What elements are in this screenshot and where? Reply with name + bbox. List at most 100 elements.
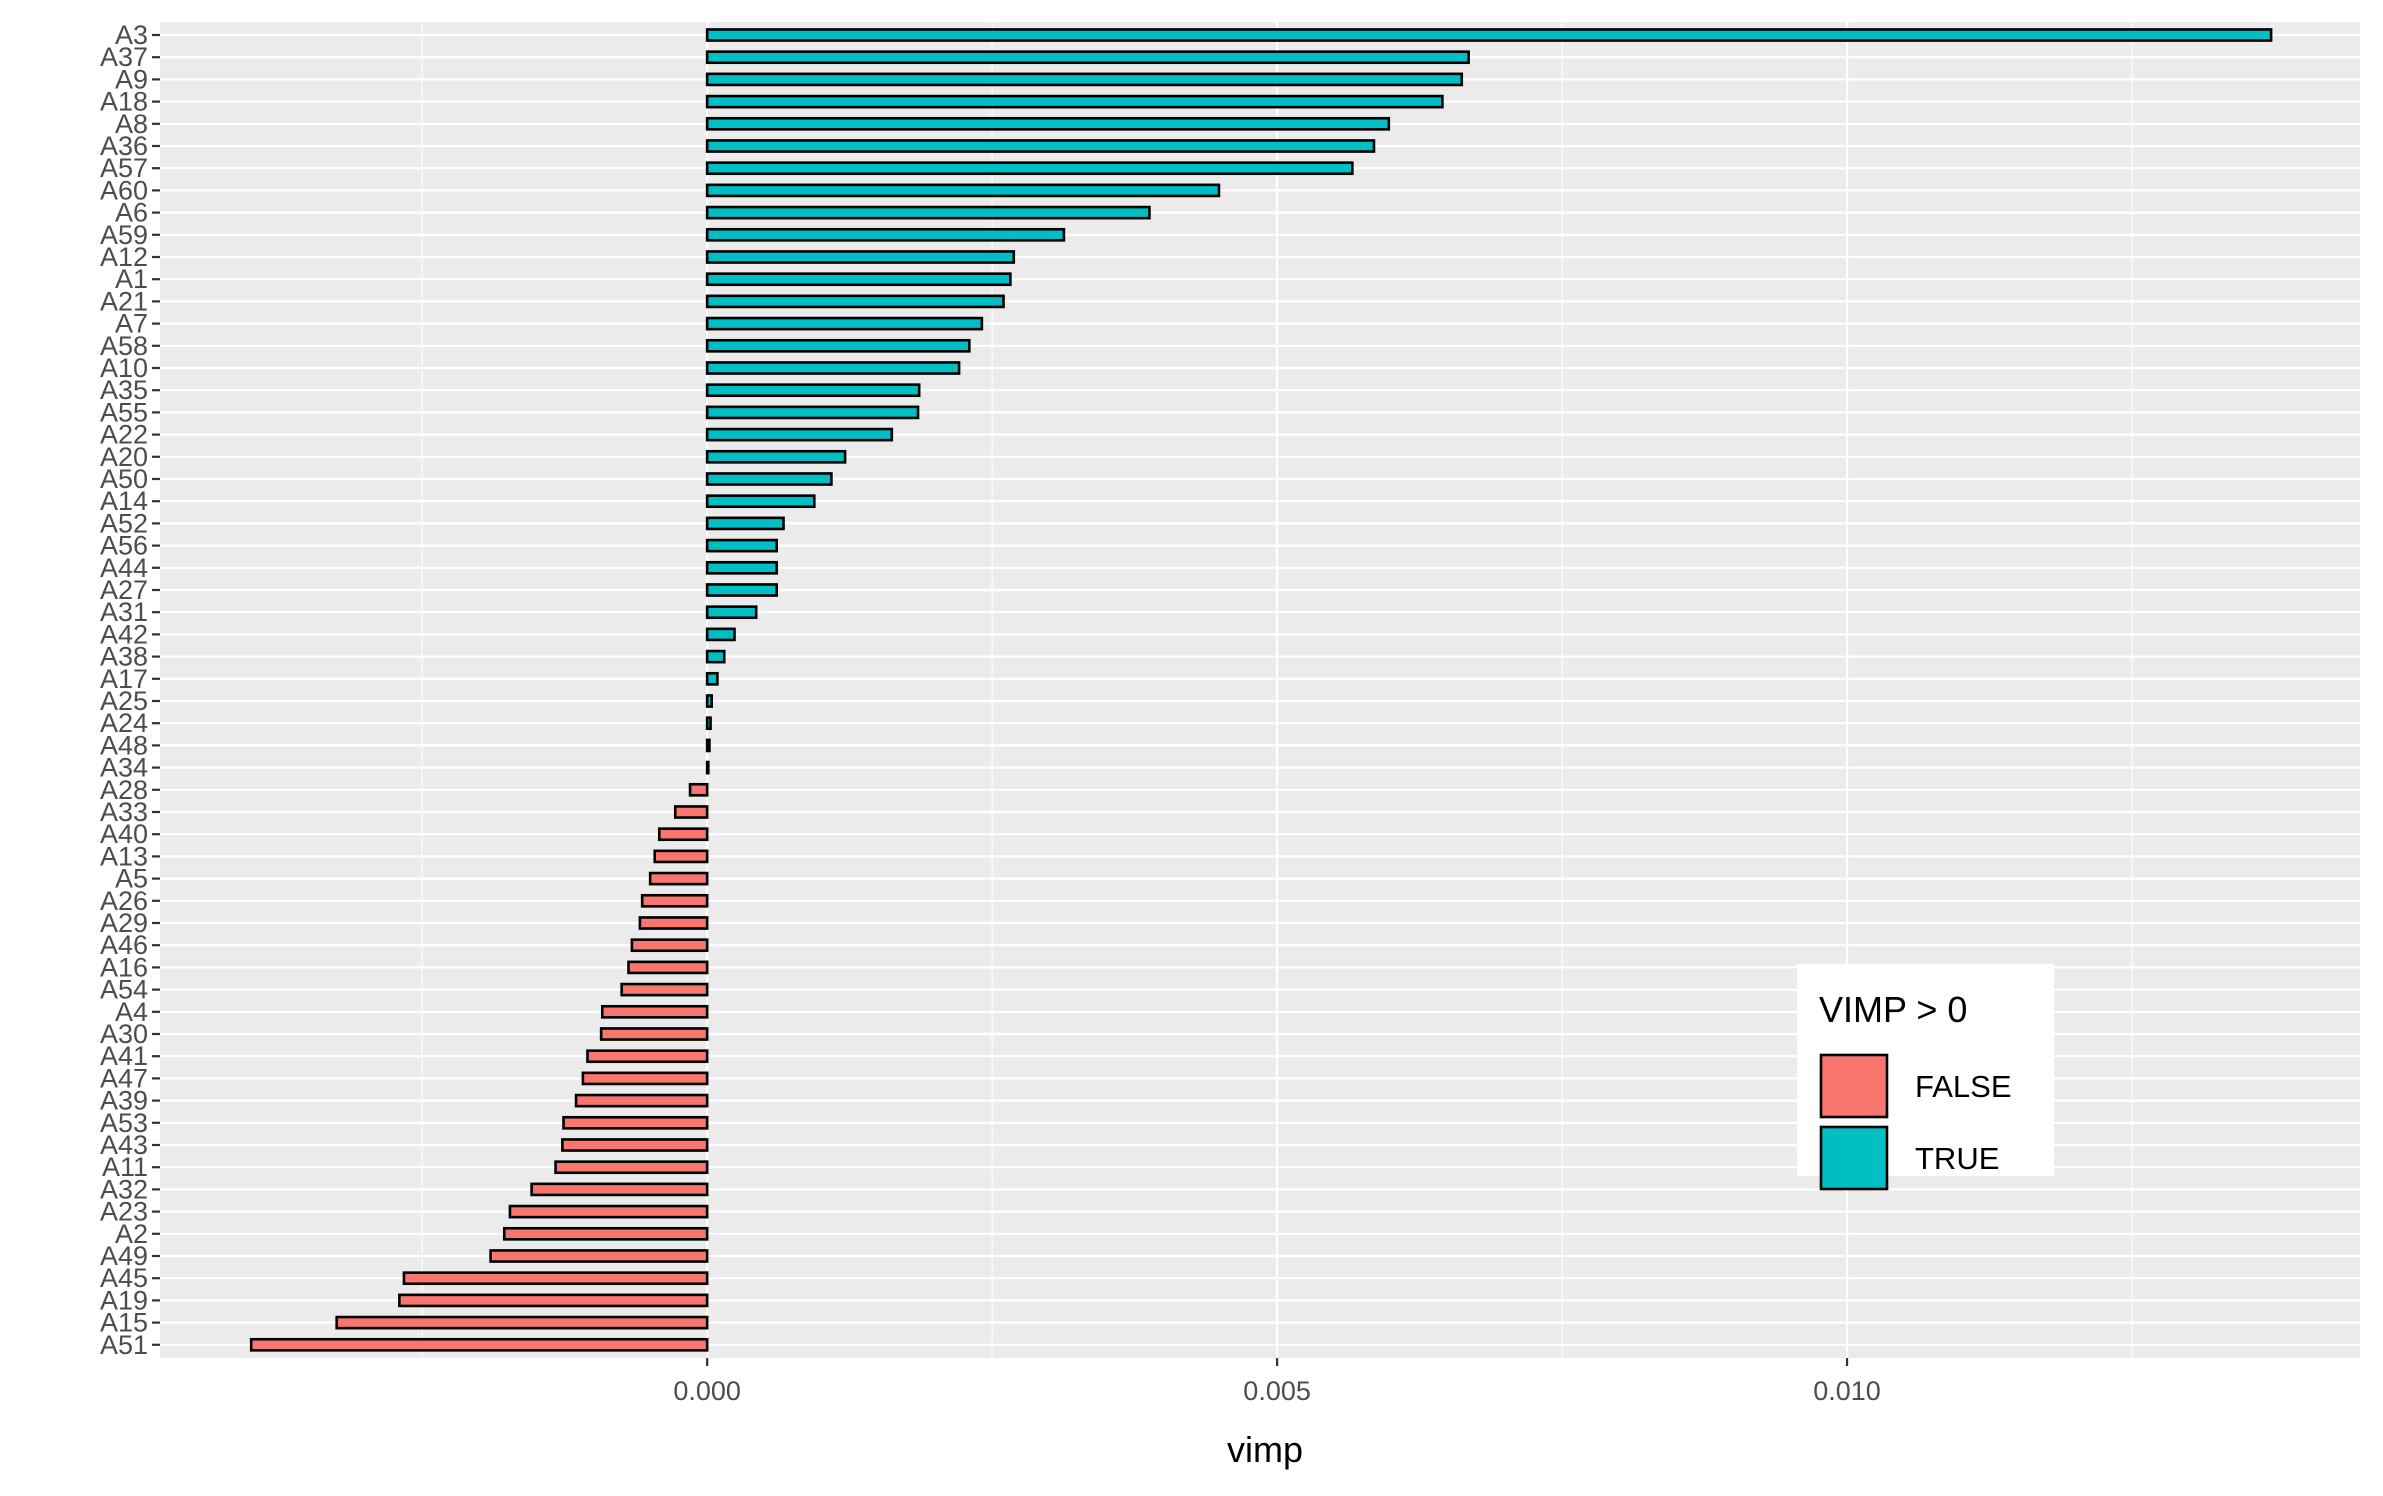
bar-A55 [705,405,920,420]
bar-A59 [705,227,1066,242]
bar-A17 [705,671,719,686]
y-tick-label: A32 [100,1174,148,1204]
bar-A41 [586,1049,709,1064]
bar-A35 [705,383,921,398]
bar-A31 [705,605,758,620]
bar-A51 [249,1337,709,1352]
bar-A30 [599,1027,709,1041]
x-tick-label: 0.010 [1813,1376,1881,1406]
y-tick-label: A16 [100,952,148,982]
y-tick-label: A9 [115,64,148,94]
y-tick-label: A44 [100,553,148,583]
bar-A52 [705,516,785,531]
y-tick-label: A21 [100,286,148,316]
legend-title: VIMP > 0 [1819,989,1967,1030]
bar-A1 [705,272,1012,287]
bar-A47 [581,1071,709,1086]
y-tick-label: A38 [100,642,148,672]
y-tick-label: A42 [100,619,148,649]
bar-A14 [705,494,816,509]
bar-A56 [705,538,778,553]
x-tick-label: 0.000 [673,1376,741,1406]
legend-label-false: FALSE [1915,1069,2012,1104]
bar-A36 [705,139,1376,153]
y-tick-label: A59 [100,220,148,250]
bar-A7 [705,316,984,331]
bars [249,28,2273,1352]
y-tick-label: A58 [100,331,148,361]
bar-A2 [502,1226,709,1241]
y-tick-label: A6 [115,198,148,228]
y-tick-label: A39 [100,1086,148,1116]
bar-A13 [653,849,709,864]
y-tick-label: A41 [100,1041,148,1071]
bar-A46 [630,938,709,953]
bar-A23 [508,1204,709,1219]
bar-A27 [705,583,778,597]
y-tick-label: A37 [100,42,148,72]
y-tick-label: A23 [100,1197,148,1227]
bar-A4 [600,1004,709,1019]
legend-key-false [1819,1053,1889,1119]
bar-A58 [705,338,971,353]
bar-A54 [620,982,709,997]
y-tick-label: A22 [100,420,148,450]
bar-A60 [705,183,1221,198]
legend-entries: FALSE TRUE [1819,1053,2012,1191]
bar-A32 [530,1182,709,1197]
y-tick-label: A51 [100,1330,148,1360]
bar-A12 [705,250,1016,264]
y-tick-label: A29 [100,908,148,938]
bar-A29 [638,916,709,930]
bar-A42 [705,627,736,642]
bar-A48 [705,738,711,753]
y-tick-label: A40 [100,819,148,849]
bar-A33 [673,805,709,819]
y-tick-label: A43 [100,1130,148,1160]
y-tick-label: A13 [100,841,148,871]
y-tick-label: A49 [100,1241,148,1271]
y-tick-label: A25 [100,686,148,716]
bar-A44 [705,560,778,575]
y-tick-label: A15 [100,1308,148,1338]
y-tick-label: A26 [100,886,148,916]
bar-A28 [688,782,709,797]
bar-A57 [705,161,1354,176]
bar-A18 [705,94,1444,109]
y-tick-label: A52 [100,508,148,538]
bar-A8 [705,116,1391,131]
y-tick-label: A7 [115,309,148,339]
y-tick-label: A18 [100,87,148,117]
y-tick-label: A8 [115,109,148,139]
y-tick-label: A57 [100,153,148,183]
bar-A40 [657,827,709,842]
y-tick-label: A46 [100,930,148,960]
y-tick-label: A55 [100,397,148,427]
y-tick-label: A36 [100,131,148,161]
y-tick-label: A14 [100,486,148,516]
bar-A43 [561,1138,709,1152]
bar-A11 [554,1160,709,1175]
y-tick-label: A60 [100,175,148,205]
bar-A22 [705,427,894,442]
bar-A10 [705,361,961,375]
y-tick-label: A48 [100,730,148,760]
bar-A37 [705,50,1470,65]
y-tick-label: A11 [102,1152,148,1182]
y-tick-label: A47 [100,1063,148,1093]
bar-A15 [335,1315,709,1330]
y-tick-label: A17 [100,664,148,694]
y-tick-label: A20 [100,442,148,472]
y-tick-label: A45 [100,1263,148,1293]
y-tick-label: A4 [115,997,148,1027]
x-axis-title: vimp [1227,1429,1303,1470]
bar-A19 [398,1293,709,1308]
bar-A38 [705,649,726,664]
bar-A34 [705,760,710,775]
bar-A20 [705,449,847,464]
y-tick-label: A24 [100,708,148,738]
bar-A6 [705,205,1151,220]
bar-A16 [627,960,709,975]
